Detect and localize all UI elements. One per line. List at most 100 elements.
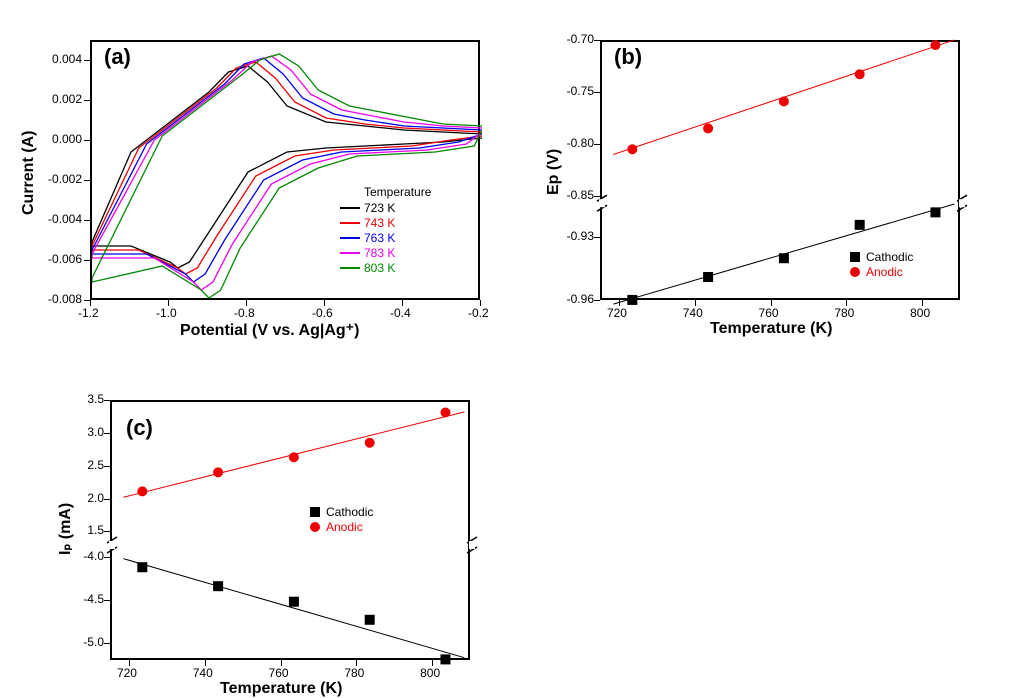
ytick-label: 0.000 — [42, 132, 82, 146]
legend-item: 743 K — [340, 216, 431, 230]
xtick-label: 800 — [910, 306, 930, 320]
ytick — [594, 92, 600, 93]
ytick-label: 3.5 — [66, 392, 104, 406]
data-point — [213, 581, 223, 591]
ytick — [104, 499, 110, 500]
panel-a-legend: Temperature 723 K743 K763 K783 K803 K — [340, 185, 431, 276]
legend-label: 803 K — [364, 261, 395, 275]
ytick — [84, 60, 90, 61]
panel-b-label: (b) — [614, 44, 642, 70]
panel-c-svg — [112, 402, 472, 662]
ytick-label: -0.75 — [556, 84, 594, 98]
ytick-label: -0.80 — [556, 136, 594, 150]
ytick — [104, 466, 110, 467]
ytick — [84, 260, 90, 261]
legend-label: 763 K — [364, 231, 395, 245]
ytick-label: -4.5 — [66, 592, 104, 606]
xtick-label: 740 — [193, 666, 213, 680]
ytick-label: 0.002 — [42, 92, 82, 106]
xtick-label: -0.8 — [234, 306, 255, 320]
panel-b-legend: CathodicAnodic — [850, 250, 913, 280]
ytick — [104, 557, 110, 558]
panel-c — [110, 400, 470, 660]
break-cover — [959, 199, 965, 207]
data-point — [365, 438, 375, 448]
ytick — [84, 100, 90, 101]
legend-label: Cathodic — [866, 250, 913, 264]
legend-marker-square — [850, 252, 860, 262]
xtick-label: 760 — [759, 306, 779, 320]
data-point — [440, 654, 450, 664]
legend-marker-circle — [850, 267, 860, 277]
legend-item: Cathodic — [310, 505, 373, 519]
xtick-label: 780 — [344, 666, 364, 680]
ytick-label: -0.002 — [42, 172, 82, 186]
xtick-label: -1.2 — [78, 306, 99, 320]
legend-item: 763 K — [340, 231, 431, 245]
panel-c-label: (c) — [126, 415, 153, 441]
legend-item: Cathodic — [850, 250, 913, 264]
data-point — [930, 40, 940, 50]
panel-a-label: (a) — [104, 44, 131, 70]
legend-swatch — [340, 252, 360, 254]
ytick-label: 0.004 — [42, 52, 82, 66]
ytick-label: 2.5 — [66, 458, 104, 472]
break-cover — [599, 199, 605, 207]
data-point — [627, 144, 637, 154]
data-point — [930, 207, 940, 217]
legend-label: 783 K — [364, 246, 395, 260]
panel-c-xlabel: Temperature (K) — [220, 680, 342, 698]
ytick — [594, 144, 600, 145]
data-point — [365, 615, 375, 625]
legend-label: 743 K — [364, 216, 395, 230]
legend-label: Anodic — [866, 265, 903, 279]
xtick-label: -0.2 — [468, 306, 489, 320]
data-point — [213, 467, 223, 477]
ytick — [84, 220, 90, 221]
ytick-label: 3.0 — [66, 425, 104, 439]
ytick — [84, 300, 90, 301]
ytick — [104, 643, 110, 644]
ytick — [84, 140, 90, 141]
xtick-label: -0.4 — [390, 306, 411, 320]
xtick-label: 720 — [117, 666, 137, 680]
ytick-label: -0.70 — [556, 32, 594, 46]
legend-label: Cathodic — [326, 505, 373, 519]
ytick-label: -0.85 — [556, 188, 594, 202]
ytick — [104, 531, 110, 532]
ytick-label: -0.96 — [556, 292, 594, 306]
ytick-label: 2.0 — [66, 491, 104, 505]
data-point — [137, 486, 147, 496]
ytick-label: -0.006 — [42, 252, 82, 266]
panel-b-xlabel: Temperature (K) — [710, 320, 832, 338]
xtick-label: 800 — [420, 666, 440, 680]
data-point — [703, 272, 713, 282]
ytick — [84, 180, 90, 181]
data-point — [137, 562, 147, 572]
legend-item: Anodic — [850, 265, 913, 279]
xtick-label: -1.0 — [156, 306, 177, 320]
xtick-label: -0.6 — [312, 306, 333, 320]
xtick-label: 720 — [607, 306, 627, 320]
legend-label: 723 K — [364, 201, 395, 215]
legend-item: 803 K — [340, 261, 431, 275]
legend-swatch — [340, 207, 360, 209]
data-point — [627, 295, 637, 305]
data-point — [289, 452, 299, 462]
legend-swatch — [340, 267, 360, 269]
ytick-label: -0.008 — [42, 292, 82, 306]
break-cover — [469, 541, 475, 549]
ytick-label: -0.93 — [556, 229, 594, 243]
ytick-label: 1.5 — [66, 523, 104, 537]
xtick-label: 740 — [683, 306, 703, 320]
data-point — [440, 408, 450, 418]
data-point — [779, 253, 789, 263]
data-point — [779, 96, 789, 106]
data-point — [289, 597, 299, 607]
panel-c-legend: CathodicAnodic — [310, 505, 373, 535]
panel-a-xlabel: Potential (V vs. Ag|Ag⁺) — [180, 320, 359, 340]
ytick-label: -0.004 — [42, 212, 82, 226]
legend-item: 783 K — [340, 246, 431, 260]
ytick-label: -4.0 — [66, 549, 104, 563]
data-point — [855, 69, 865, 79]
